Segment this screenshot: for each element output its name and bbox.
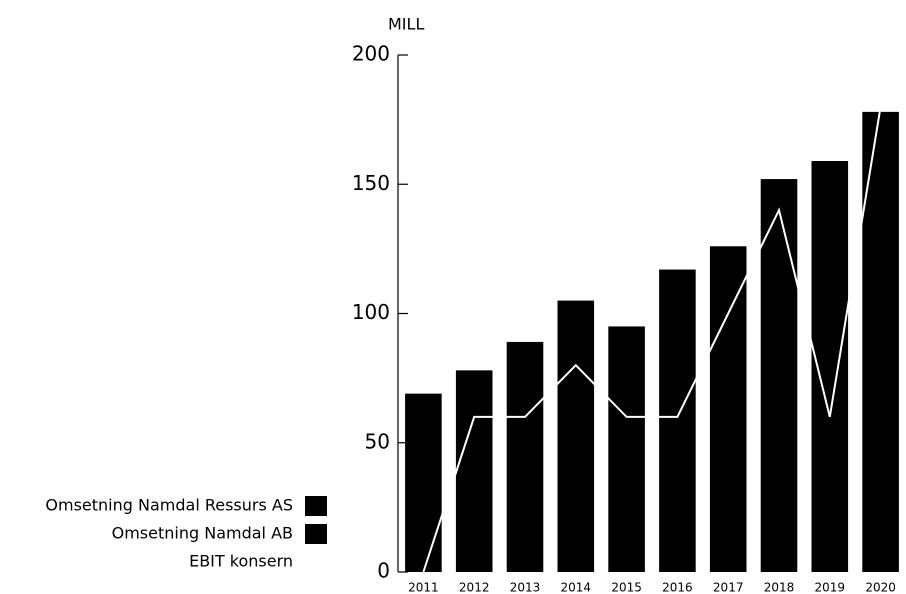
legend-swatch	[305, 524, 327, 544]
bar	[506, 341, 544, 572]
legend-label: EBIT konsern	[189, 552, 293, 571]
x-tick-label: 2014	[561, 581, 592, 594]
bar	[862, 111, 899, 573]
legend-swatch	[305, 496, 327, 516]
legend-label: Omsetning Namdal AB	[112, 524, 293, 543]
y-tick-label: 200	[352, 42, 390, 66]
x-tick-label: 2016	[662, 581, 693, 594]
x-tick-label: 2013	[510, 581, 541, 594]
legend-label: Omsetning Namdal Ressurs AS	[45, 496, 293, 515]
y-tick-label: 100	[352, 300, 390, 324]
y-tick-label: 50	[365, 429, 390, 453]
x-tick-label: 2011	[408, 581, 439, 594]
x-tick-label: 2017	[713, 581, 744, 594]
bar	[659, 269, 696, 572]
bar	[709, 246, 747, 573]
unit-label: MILL	[388, 15, 424, 34]
x-tick-label: 2012	[459, 581, 490, 594]
bar	[760, 179, 798, 572]
x-tick-label: 2015	[611, 581, 642, 594]
y-tick-label: 0	[377, 559, 390, 583]
bar	[455, 370, 493, 572]
x-tick-label: 2018	[764, 581, 795, 594]
x-tick-label: 2020	[865, 581, 896, 594]
line	[422, 106, 882, 573]
y-tick-label: 150	[352, 171, 390, 195]
bar	[608, 326, 645, 572]
bar	[557, 300, 595, 572]
x-tick-label: 2019	[815, 581, 846, 594]
bar	[405, 393, 442, 572]
